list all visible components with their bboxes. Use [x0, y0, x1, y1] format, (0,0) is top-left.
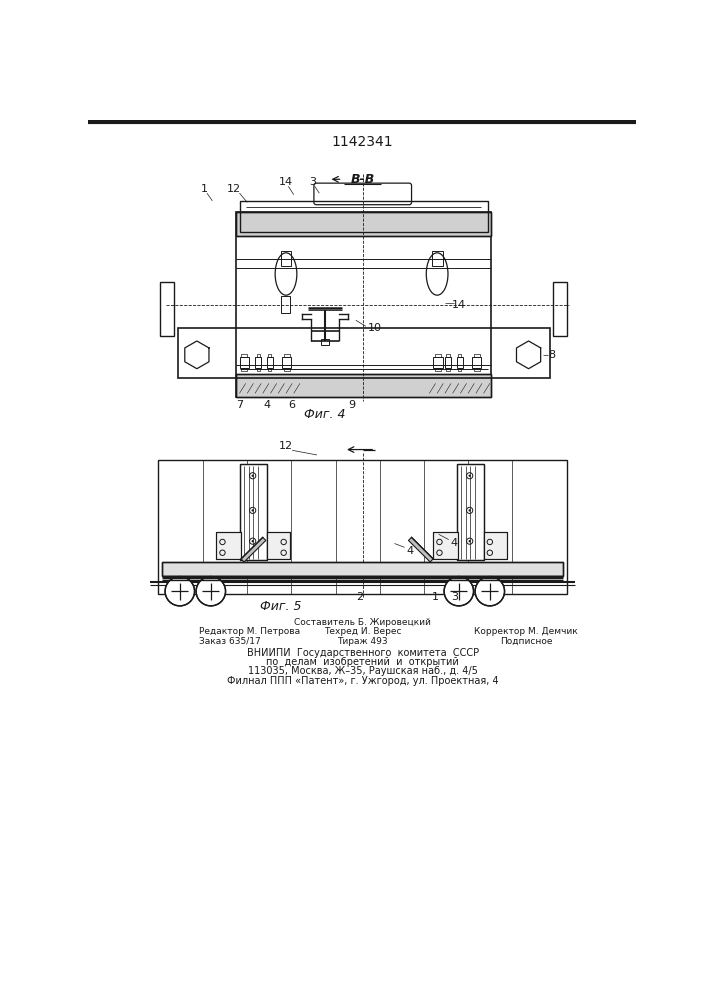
Bar: [458, 354, 461, 357]
Text: 8: 8: [548, 350, 556, 360]
Bar: [267, 532, 290, 559]
Circle shape: [469, 475, 471, 477]
Circle shape: [252, 475, 254, 477]
Circle shape: [444, 577, 474, 606]
Text: Филнал ППП «Патент», г. Ужгород, ул. Проектная, 4: Филнал ППП «Патент», г. Ужгород, ул. Про…: [227, 676, 498, 686]
Bar: [235, 212, 491, 235]
Text: 1142341: 1142341: [332, 135, 394, 149]
Bar: [177, 328, 549, 378]
Bar: [554, 282, 567, 336]
Bar: [433, 532, 458, 559]
Text: по  делам  изобретений  и  открытий: по делам изобретений и открытий: [267, 657, 459, 667]
Bar: [158, 460, 567, 594]
Bar: [445, 357, 451, 368]
Bar: [446, 368, 450, 371]
Bar: [268, 354, 271, 357]
Bar: [268, 368, 271, 371]
Text: 12: 12: [279, 441, 293, 451]
Circle shape: [469, 540, 471, 542]
Text: Тираж 493: Тираж 493: [337, 637, 388, 646]
Bar: [216, 532, 241, 559]
Bar: [474, 354, 480, 357]
Text: 14: 14: [452, 300, 466, 310]
Bar: [472, 357, 481, 368]
Circle shape: [469, 509, 471, 512]
Bar: [435, 354, 441, 357]
Text: Техред И. Верес: Техред И. Верес: [324, 627, 402, 636]
Bar: [433, 532, 458, 559]
Bar: [457, 357, 462, 368]
Bar: [240, 464, 267, 560]
Bar: [457, 464, 484, 560]
Bar: [267, 532, 290, 559]
Text: 1: 1: [201, 184, 208, 194]
Bar: [240, 201, 488, 232]
Bar: [457, 464, 484, 560]
Text: ВНИИПИ  Государственного  комитета  СССР: ВНИИПИ Государственного комитета СССР: [247, 648, 479, 658]
Text: 1: 1: [432, 592, 439, 602]
Circle shape: [196, 577, 226, 606]
Text: 6: 6: [288, 400, 295, 410]
Text: Заказ 635/17: Заказ 635/17: [199, 637, 261, 646]
Bar: [240, 464, 267, 560]
Bar: [235, 374, 491, 397]
Text: 2: 2: [356, 592, 363, 602]
Bar: [458, 368, 461, 371]
Bar: [160, 282, 174, 336]
Bar: [162, 562, 563, 576]
Text: 12: 12: [227, 184, 241, 194]
Circle shape: [252, 509, 254, 512]
Bar: [255, 357, 261, 368]
Bar: [257, 368, 259, 371]
Bar: [281, 251, 291, 266]
Bar: [284, 368, 290, 371]
Bar: [235, 212, 491, 397]
Bar: [321, 339, 329, 345]
Bar: [484, 532, 507, 559]
Text: 7: 7: [236, 400, 243, 410]
Text: Корректор М. Демчик: Корректор М. Демчик: [474, 627, 578, 636]
Bar: [216, 532, 241, 559]
Bar: [474, 368, 480, 371]
Text: 9: 9: [349, 400, 356, 410]
Text: 4: 4: [263, 400, 270, 410]
Bar: [162, 562, 563, 576]
Text: 10: 10: [368, 323, 382, 333]
Bar: [446, 354, 450, 357]
Bar: [267, 357, 273, 368]
Text: 4: 4: [407, 546, 414, 556]
Bar: [435, 368, 441, 371]
Circle shape: [475, 577, 505, 606]
Text: 4: 4: [450, 538, 457, 548]
Text: Составитель Б. Жировецкий: Составитель Б. Жировецкий: [294, 618, 431, 627]
Bar: [235, 212, 491, 235]
Bar: [240, 357, 249, 368]
Bar: [257, 354, 259, 357]
Bar: [282, 357, 291, 368]
Polygon shape: [409, 537, 433, 562]
Bar: [432, 251, 443, 266]
Text: 113035, Москва, Ж–35, Раушская наб., д. 4/5: 113035, Москва, Ж–35, Раушская наб., д. …: [247, 666, 478, 676]
Text: В-В: В-В: [351, 173, 375, 186]
Text: 3: 3: [310, 177, 317, 187]
Bar: [281, 296, 290, 312]
Bar: [241, 368, 247, 371]
Text: 3: 3: [452, 592, 458, 602]
Text: Редактор М. Петрова: Редактор М. Петрова: [199, 627, 300, 636]
Circle shape: [165, 577, 194, 606]
Bar: [235, 374, 491, 397]
Bar: [433, 357, 443, 368]
Bar: [241, 354, 247, 357]
Text: Фиг. 4: Фиг. 4: [304, 408, 346, 421]
Text: Подписное: Подписное: [500, 637, 552, 646]
Bar: [484, 532, 507, 559]
Bar: [284, 354, 290, 357]
Polygon shape: [241, 537, 266, 562]
Circle shape: [252, 540, 254, 542]
Text: Фиг. 5: Фиг. 5: [260, 600, 301, 613]
Text: 14: 14: [279, 177, 293, 187]
